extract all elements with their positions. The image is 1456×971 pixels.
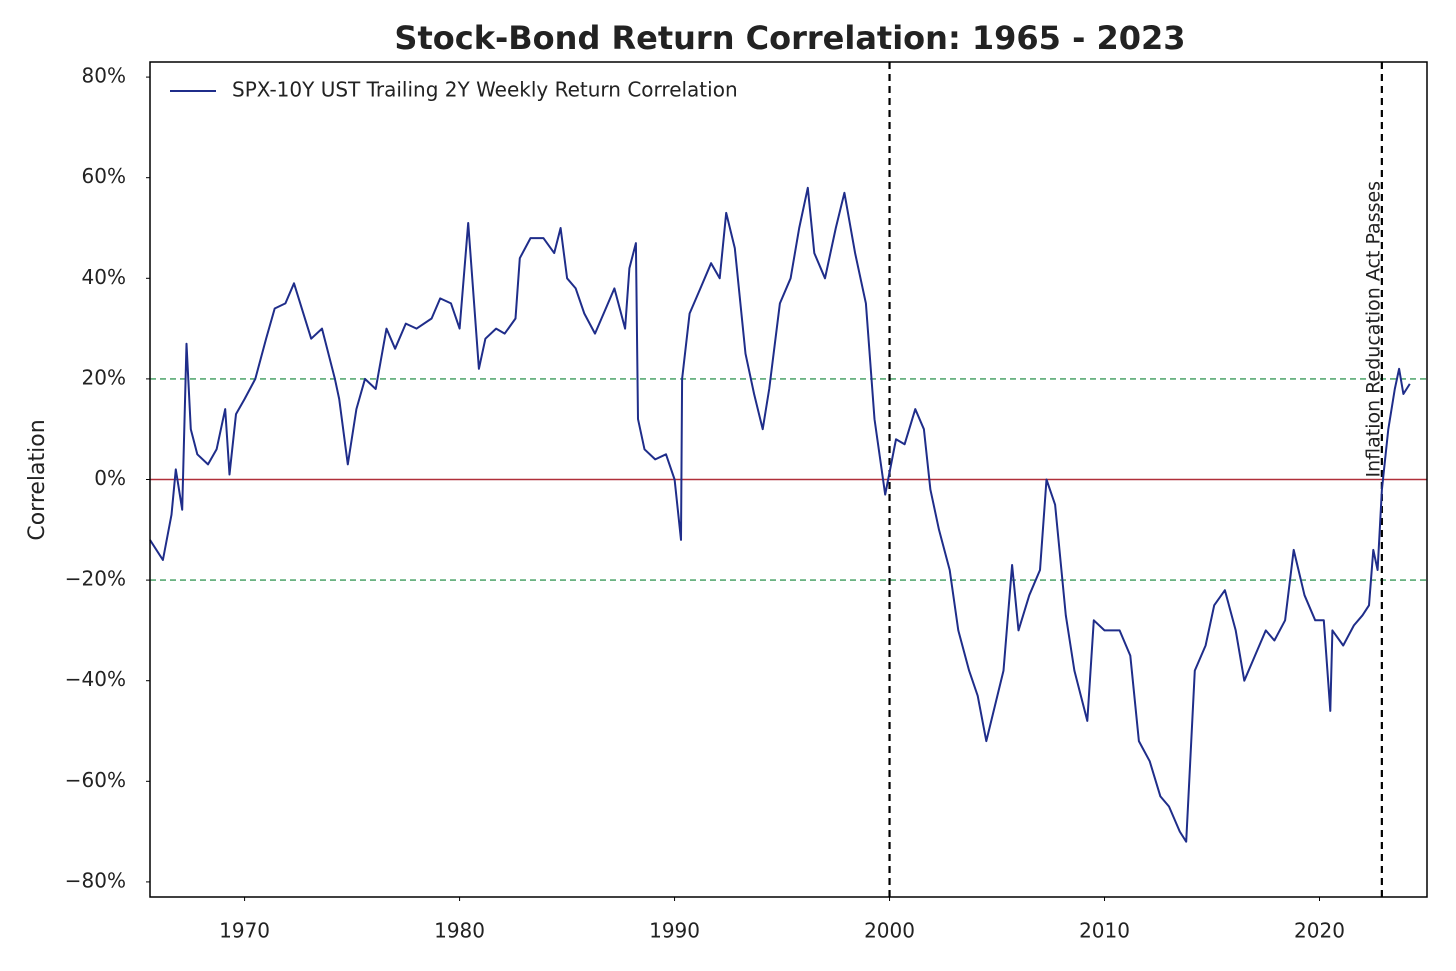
y-tick-label: −40% xyxy=(65,667,126,691)
chart-title: Stock-Bond Return Correlation: 1965 - 20… xyxy=(394,19,1185,57)
annotation: Inflation Reducation Act Passes xyxy=(1362,181,1384,478)
legend-label: SPX-10Y UST Trailing 2Y Weekly Return Co… xyxy=(232,78,738,102)
x-tick-label: 2020 xyxy=(1294,919,1345,943)
y-tick-label: −60% xyxy=(65,768,126,792)
y-tick-label: 20% xyxy=(82,365,126,389)
x-tick-label: 1980 xyxy=(434,919,485,943)
y-tick-label: 0% xyxy=(94,466,126,490)
y-tick-label: −20% xyxy=(65,567,126,591)
y-tick-label: 40% xyxy=(82,265,126,289)
series-line xyxy=(149,186,1411,843)
x-tick-label: 1970 xyxy=(219,919,270,943)
y-axis-label: Correlation xyxy=(25,419,50,540)
y-tick-label: −80% xyxy=(65,868,126,892)
x-tick-label: 1990 xyxy=(649,919,700,943)
x-tick-label: 2010 xyxy=(1079,919,1130,943)
y-tick-label: 60% xyxy=(82,164,126,188)
plot-frame xyxy=(149,61,1428,898)
y-tick-label: 80% xyxy=(82,64,126,88)
x-tick-label: 2000 xyxy=(864,919,915,943)
